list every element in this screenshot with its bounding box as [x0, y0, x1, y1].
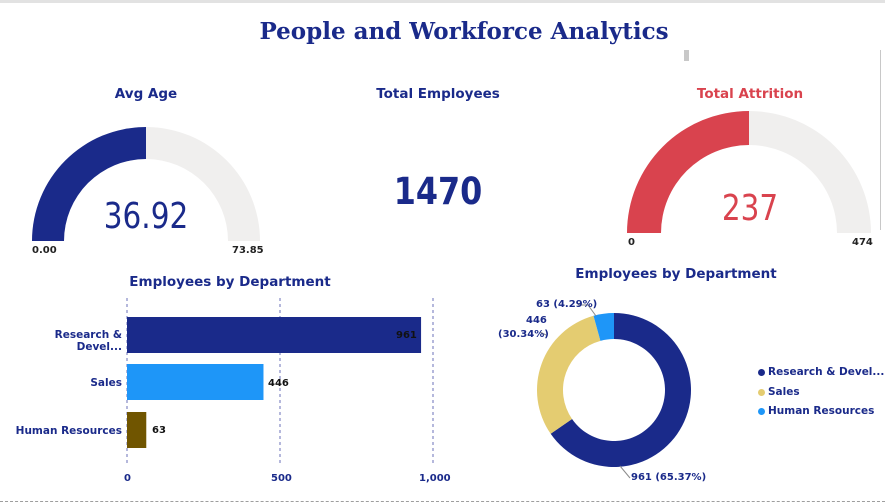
bar[interactable]	[127, 412, 147, 448]
x-tick-label: 1,000	[419, 473, 451, 484]
bar-chart-title: Employees by Department	[129, 274, 331, 290]
legend-label: Sales	[768, 386, 800, 398]
legend-item-sales[interactable]: Sales	[758, 386, 800, 398]
x-tick-label: 500	[271, 473, 292, 484]
bar-category-label: Human Resources	[15, 425, 122, 437]
bar[interactable]	[127, 317, 422, 353]
bar-value-label: 63	[152, 425, 166, 436]
avg-age-title: Avg Age	[114, 86, 178, 102]
avg-age-value: 36.92	[103, 196, 189, 237]
total-attrition-value: 237	[721, 188, 779, 229]
top-border	[0, 0, 885, 3]
donut-slice[interactable]	[550, 313, 691, 467]
total-attrition-title: Total Attrition	[696, 86, 804, 102]
report-title: People and Workforce Analytics	[259, 18, 669, 45]
total-employees-title: Total Employees	[376, 86, 500, 102]
right-divider	[880, 50, 881, 230]
legend-label: Human Resources	[768, 405, 875, 417]
bar[interactable]	[127, 364, 264, 400]
legend-item-rd[interactable]: Research & Devel...	[758, 366, 884, 378]
donut-slice[interactable]	[593, 313, 614, 341]
scroll-handle[interactable]	[684, 50, 689, 61]
attrition-max: 474	[852, 237, 873, 248]
legend-dot	[758, 407, 765, 415]
bar-category-label: Sales	[90, 377, 122, 389]
legend-item-hr[interactable]: Human Resources	[758, 405, 874, 417]
avg-age-min: 0.00	[32, 245, 57, 256]
donut-chart-title: Employees by Department	[575, 266, 777, 282]
legend-label: Research & Devel...	[768, 366, 885, 378]
bar-value-label: 446	[268, 378, 289, 389]
donut-label-sales-pct: (30.34%)	[498, 329, 549, 340]
legend-dot	[758, 388, 765, 396]
donut-leader-line	[619, 465, 631, 479]
bar-category-label: Research & Devel...	[54, 329, 122, 353]
avg-age-max: 73.85	[232, 245, 264, 256]
x-tick-label: 0	[124, 473, 131, 484]
attrition-min: 0	[628, 237, 635, 248]
total-employees-value: 1470	[393, 170, 483, 213]
donut-label-rd: 961 (65.37%)	[631, 472, 707, 483]
legend-dot	[758, 368, 765, 376]
donut-label-hr: 63 (4.29%)	[536, 299, 598, 310]
donut-label-sales-count: 446	[526, 315, 547, 326]
bar-value-label: 961	[396, 330, 417, 341]
